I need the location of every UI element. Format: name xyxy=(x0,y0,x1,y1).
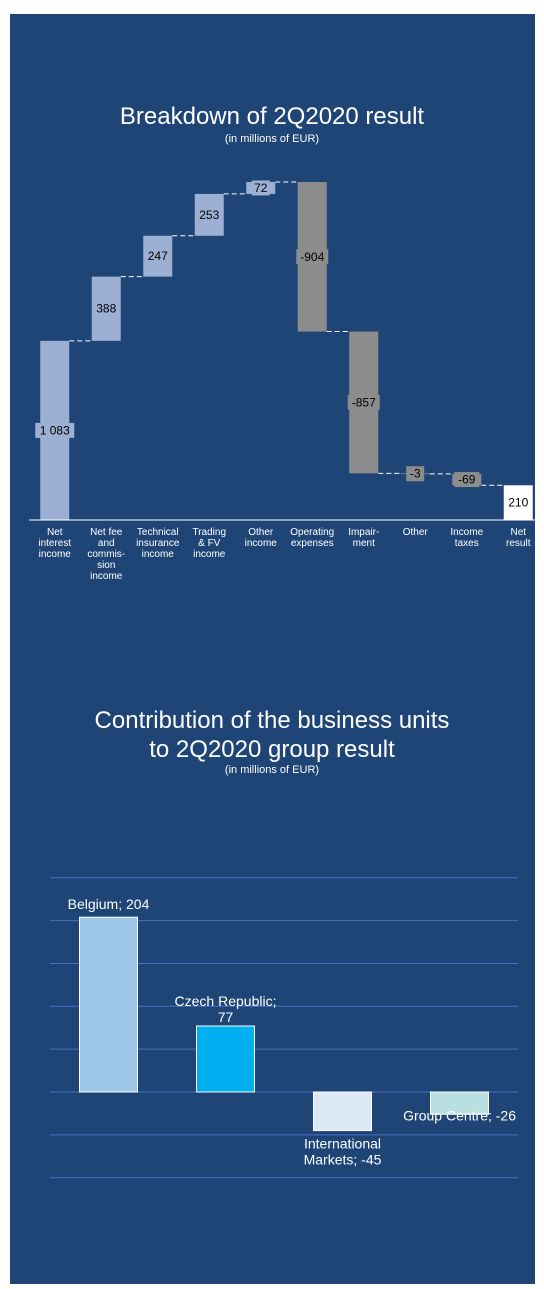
waterfall-value-label-bg xyxy=(93,301,119,317)
waterfall-category-label: Impair-ment xyxy=(348,527,379,549)
waterfall-value-label: 72 xyxy=(254,181,268,195)
waterfall-category-label: Other xyxy=(403,527,429,538)
waterfall-value-label: 1 083 xyxy=(40,423,70,437)
waterfall-category-label: Net result xyxy=(506,527,531,549)
chart-panel: Breakdown of 2Q2020 result (in millions … xyxy=(10,14,535,1284)
waterfall-value-label-bg xyxy=(406,466,425,482)
waterfall-chart: Breakdown of 2Q2020 result (in millions … xyxy=(29,103,535,582)
bu-data-label: Group Centre; -26 xyxy=(403,1107,516,1123)
waterfall-category-label: Trading & FV income xyxy=(192,527,226,560)
waterfall-value-label: -69 xyxy=(458,473,476,487)
bu-bar xyxy=(79,916,138,1093)
waterfall-value-label: 210 xyxy=(508,496,528,510)
business-units-chart: Contribution of the business units to 2Q… xyxy=(50,707,518,1179)
waterfall-category-label: Other income xyxy=(245,527,278,549)
bu-bar xyxy=(430,1091,489,1115)
waterfall-subtitle: (in millions of EUR) xyxy=(225,133,319,145)
waterfall-value-label: -904 xyxy=(300,250,324,264)
waterfall-value-label-bg xyxy=(251,180,270,196)
waterfall-value-label-bg xyxy=(196,207,222,223)
waterfall-value-label-bg xyxy=(145,248,171,264)
bu-title-line-2: to 2Q2020 group result xyxy=(149,736,395,763)
waterfall-category-label: Income taxes xyxy=(450,527,483,549)
bu-data-label: International Markets; -45 xyxy=(304,1136,382,1168)
bu-title-line-1: Contribution of the business units xyxy=(95,707,450,734)
waterfall-category-label: Operating expenses xyxy=(290,527,334,549)
waterfall-value-label-bg xyxy=(35,422,75,438)
waterfall-value-label-bg xyxy=(296,249,329,265)
waterfall-category-label: Net fee and commis-sion income xyxy=(87,527,125,582)
waterfall-value-label: -3 xyxy=(410,467,421,481)
waterfall-category-label: Net interest income xyxy=(38,527,71,560)
waterfall-value-label-bg xyxy=(347,394,380,410)
waterfall-value-label: 247 xyxy=(148,249,168,263)
bu-bar xyxy=(196,1025,255,1093)
charts-canvas: Breakdown of 2Q2020 result (in millions … xyxy=(29,103,535,1179)
waterfall-value-label-bg xyxy=(505,495,531,511)
waterfall-value-label: -857 xyxy=(352,395,376,409)
bu-data-label: Czech Republic; 77 xyxy=(175,993,277,1025)
waterfall-value-label: 388 xyxy=(96,302,116,316)
waterfall-value-label-bg xyxy=(454,472,480,488)
waterfall-value-label: 253 xyxy=(199,208,219,222)
bu-data-label: Belgium; 204 xyxy=(68,896,150,912)
bu-subtitle: (in millions of EUR) xyxy=(225,764,319,776)
bu-bar xyxy=(313,1091,372,1132)
waterfall-title: Breakdown of 2Q2020 result xyxy=(120,103,425,130)
waterfall-category-label: Technical insurance income xyxy=(136,527,180,560)
